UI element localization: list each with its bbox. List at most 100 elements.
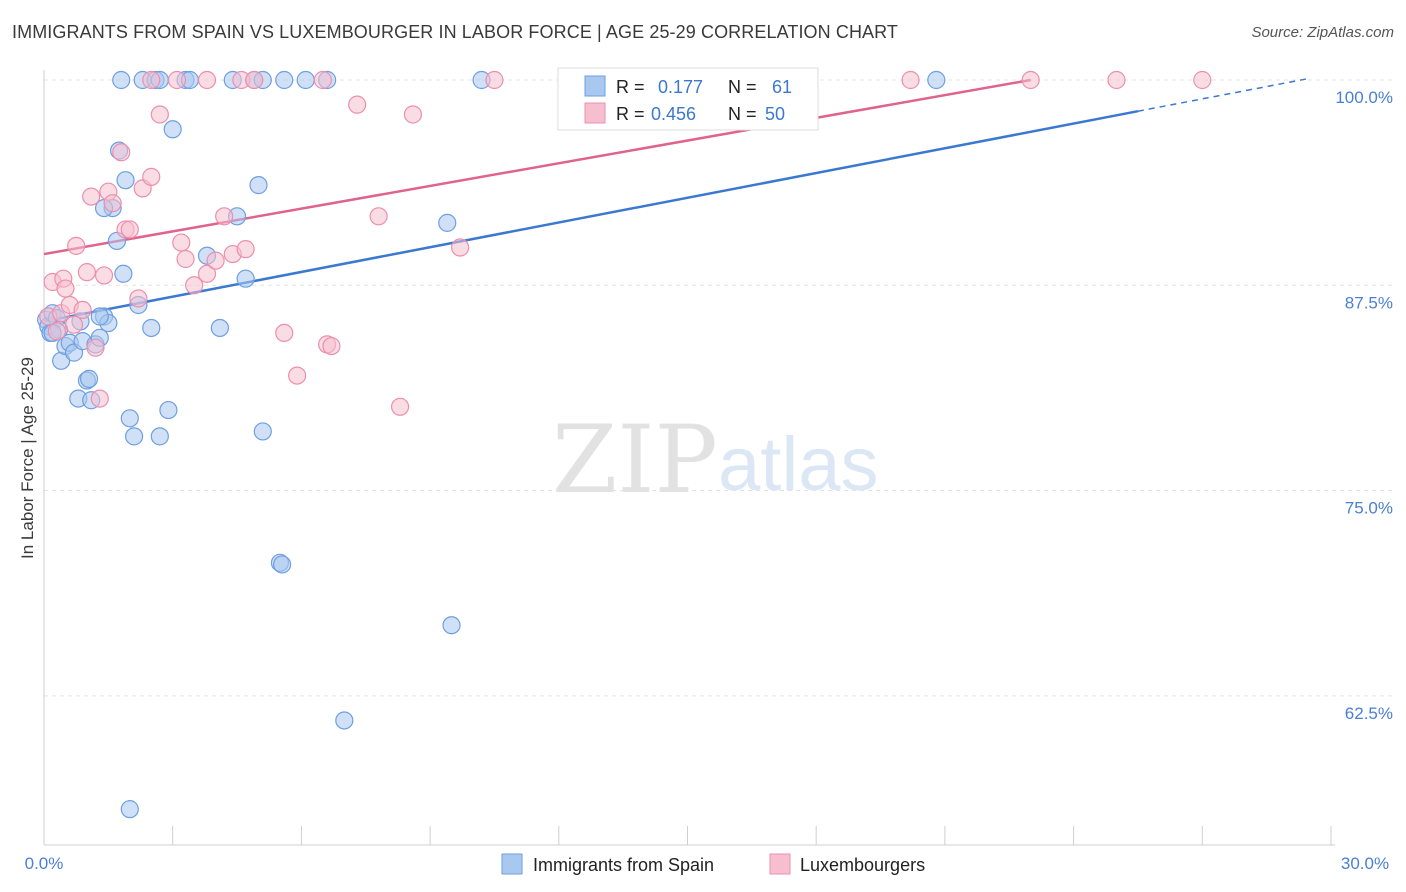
legend-r-value-1: 0.177 bbox=[658, 77, 703, 97]
luxembourgers-point-39 bbox=[403, 105, 423, 124]
trend-line-immigrants-from-spain bbox=[43, 109, 1139, 323]
y-axis-label: In Labor Force | Age 25-29 bbox=[18, 357, 37, 559]
spain-point-35 bbox=[236, 269, 255, 288]
y-tick-label-0: 62.5% bbox=[1345, 704, 1393, 723]
legend-n-label-1: N = bbox=[728, 77, 757, 97]
spain-point-57 bbox=[120, 800, 139, 819]
series-legend: Immigrants from Spain Luxembourgers bbox=[501, 853, 925, 875]
luxembourgers-point-20 bbox=[129, 289, 148, 308]
luxembourgers-point-38 bbox=[390, 397, 410, 416]
grid-lines bbox=[44, 79, 1392, 697]
luxembourgers-point-26 bbox=[185, 276, 204, 295]
spain-point-30 bbox=[159, 400, 178, 420]
axes bbox=[43, 70, 1335, 846]
bottom-legend-swatch-blue bbox=[501, 853, 523, 875]
spain-point-60 bbox=[90, 307, 109, 326]
spain-point-23 bbox=[114, 264, 133, 283]
spain-point-26 bbox=[124, 427, 144, 446]
luxembourgers-point-27 bbox=[197, 264, 217, 283]
y-tick-label-2: 87.5% bbox=[1345, 293, 1393, 312]
spain-point-14 bbox=[79, 369, 99, 388]
luxembourgers-point-11 bbox=[82, 187, 101, 206]
luxembourgers-point-19 bbox=[120, 220, 139, 239]
luxembourgers-point-17 bbox=[112, 143, 131, 162]
watermark-atlas: atlas bbox=[718, 422, 879, 507]
legend-r-label-2: R = bbox=[616, 104, 645, 124]
luxembourgers-point-23 bbox=[150, 105, 169, 124]
legend-n-value-2: 50 bbox=[765, 104, 785, 124]
x-tick-label-max: 30.0% bbox=[1341, 854, 1389, 873]
luxembourgers-point-31 bbox=[236, 240, 255, 259]
spain-point-29 bbox=[150, 427, 169, 446]
trend-lines bbox=[43, 77, 1310, 323]
luxembourgers-point-22 bbox=[142, 167, 161, 186]
luxembourgers-point-28 bbox=[206, 251, 225, 270]
luxembourgers-point-47 bbox=[485, 70, 504, 90]
x-tick-label-min: 0.0% bbox=[25, 854, 64, 873]
luxembourgers-point-50 bbox=[1107, 70, 1126, 90]
luxembourgers-point-14 bbox=[94, 266, 114, 285]
bottom-legend-label-pink: Luxembourgers bbox=[800, 855, 925, 875]
spain-point-28 bbox=[142, 318, 161, 338]
luxembourgers-point-12 bbox=[86, 338, 105, 357]
luxembourgers-point-45 bbox=[245, 70, 264, 90]
luxembourgers-point-37 bbox=[369, 207, 388, 226]
spain-point-36 bbox=[249, 176, 268, 195]
spain-point-39 bbox=[272, 555, 292, 574]
spain-point-53 bbox=[296, 70, 315, 90]
luxembourgers-point-42 bbox=[167, 70, 187, 90]
luxembourgers-point-16 bbox=[103, 194, 122, 213]
series-luxembourgers bbox=[39, 70, 1212, 416]
x-ticks bbox=[43, 826, 1332, 845]
spain-point-42 bbox=[442, 616, 461, 635]
luxembourgers-point-24 bbox=[172, 233, 191, 252]
legend-n-value-1: 61 bbox=[772, 77, 792, 97]
spain-point-24 bbox=[116, 171, 135, 190]
luxembourgers-point-40 bbox=[451, 238, 470, 257]
luxembourgers-point-29 bbox=[215, 207, 234, 226]
luxembourgers-point-2 bbox=[47, 322, 66, 341]
luxembourgers-point-36 bbox=[348, 95, 367, 114]
trend-line-extension bbox=[1137, 77, 1310, 112]
correlation-legend: R = 0.177 N = 61 R = 0.456 N = 50 bbox=[557, 67, 819, 131]
luxembourgers-point-41 bbox=[142, 70, 161, 90]
luxembourgers-point-25 bbox=[176, 249, 195, 269]
spain-point-31 bbox=[163, 120, 182, 139]
spain-point-40 bbox=[335, 711, 354, 730]
legend-swatch-pink bbox=[584, 102, 606, 124]
y-tick-label-1: 75.0% bbox=[1345, 499, 1393, 518]
watermark-zip: ZIP bbox=[552, 406, 718, 515]
luxembourgers-point-7 bbox=[64, 315, 84, 334]
y-tick-labels: 62.5% 75.0% 87.5% 100.0% bbox=[1335, 88, 1393, 723]
luxembourgers-point-35 bbox=[322, 336, 341, 356]
legend-r-value-2: 0.456 bbox=[651, 104, 696, 124]
luxembourgers-point-51 bbox=[1193, 70, 1212, 90]
legend-swatch-blue bbox=[584, 75, 606, 97]
bottom-legend-swatch-pink bbox=[769, 853, 791, 875]
spain-point-37 bbox=[253, 422, 272, 441]
source-credit: Source: ZipAtlas.com bbox=[1251, 24, 1394, 41]
luxembourgers-point-5 bbox=[56, 279, 75, 298]
spain-point-56 bbox=[927, 70, 946, 90]
luxembourgers-point-33 bbox=[288, 366, 307, 385]
spain-point-41 bbox=[438, 213, 457, 232]
luxembourgers-point-13 bbox=[90, 389, 109, 408]
luxembourgers-point-48 bbox=[901, 70, 920, 90]
luxembourgers-point-9 bbox=[73, 300, 92, 320]
luxembourgers-point-10 bbox=[77, 263, 97, 282]
luxembourgers-point-46 bbox=[313, 70, 332, 90]
legend-n-label-2: N = bbox=[728, 104, 757, 124]
trend-line-luxembourgers bbox=[43, 78, 1031, 256]
chart-title: IMMIGRANTS FROM SPAIN VS LUXEMBOURGER IN… bbox=[12, 22, 899, 42]
luxembourgers-point-32 bbox=[275, 323, 294, 343]
bottom-legend-label-blue: Immigrants from Spain bbox=[533, 855, 714, 875]
spain-point-43 bbox=[112, 70, 131, 90]
spain-point-33 bbox=[210, 318, 229, 338]
spain-point-52 bbox=[275, 70, 294, 90]
legend-r-label-1: R = bbox=[616, 77, 645, 97]
luxembourgers-point-8 bbox=[67, 236, 86, 255]
luxembourgers-point-43 bbox=[197, 70, 217, 90]
y-tick-label-3: 100.0% bbox=[1335, 88, 1393, 107]
luxembourgers-point-49 bbox=[1021, 70, 1040, 90]
